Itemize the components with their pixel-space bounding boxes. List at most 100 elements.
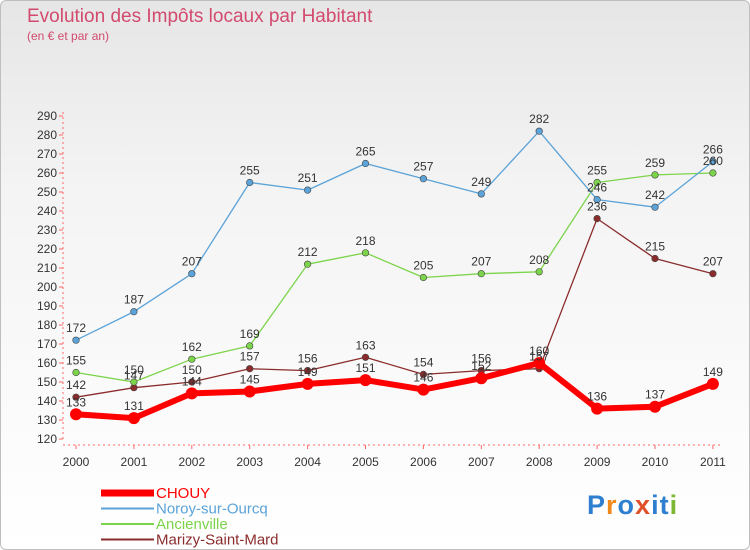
y-tick-label: 250 xyxy=(37,185,57,199)
data-label: 154 xyxy=(413,355,433,369)
y-tick-label: 120 xyxy=(37,432,57,446)
data-label: 236 xyxy=(587,200,607,214)
data-point xyxy=(72,393,80,401)
x-tick-label: 2006 xyxy=(410,455,437,469)
y-tick-label: 170 xyxy=(37,337,57,351)
logo-letter: x xyxy=(635,490,652,520)
series-marizy-saint-mard xyxy=(72,215,717,401)
data-label: 133 xyxy=(66,395,86,409)
data-label: 144 xyxy=(182,374,202,388)
data-label: 259 xyxy=(645,156,665,170)
data-point xyxy=(535,268,543,276)
data-label: 207 xyxy=(703,255,723,269)
data-label: 207 xyxy=(471,255,491,269)
data-label: 242 xyxy=(645,188,665,202)
data-label: 156 xyxy=(471,352,491,366)
data-point xyxy=(359,374,372,387)
x-tick-label: 2004 xyxy=(294,455,321,469)
data-label: 149 xyxy=(298,365,318,379)
data-label: 146 xyxy=(413,371,433,385)
data-label: 257 xyxy=(413,160,433,174)
data-point xyxy=(649,400,661,413)
data-label: 169 xyxy=(240,327,260,341)
data-label: 207 xyxy=(182,255,202,269)
data-point xyxy=(130,308,138,316)
data-point xyxy=(304,367,312,375)
y-tick-label: 260 xyxy=(37,166,57,180)
data-label: 152 xyxy=(471,359,491,373)
data-label: 251 xyxy=(298,171,318,185)
data-label: 136 xyxy=(587,390,607,404)
data-label: 150 xyxy=(182,363,202,377)
data-point xyxy=(246,365,254,373)
data-point xyxy=(706,377,719,390)
data-point xyxy=(188,378,196,386)
data-point xyxy=(477,270,485,278)
data-label: 260 xyxy=(703,154,723,168)
y-tick-label: 140 xyxy=(37,394,57,408)
data-point xyxy=(419,370,428,379)
legend-label: Marizy-Saint-Mard xyxy=(156,532,279,549)
legend-label: Ancienville xyxy=(156,516,228,533)
data-point xyxy=(72,368,80,377)
legend-label: Noroy-sur-Ourcq xyxy=(156,501,268,518)
data-label: 218 xyxy=(355,234,375,248)
data-label: 157 xyxy=(240,350,260,364)
logo-letter: i xyxy=(651,490,660,520)
series-line xyxy=(75,360,714,422)
data-point xyxy=(593,178,601,187)
logo-letter: P xyxy=(587,490,607,520)
x-tick-label: 2003 xyxy=(236,455,263,469)
data-label: 151 xyxy=(355,361,375,375)
data-label: 265 xyxy=(355,145,375,159)
x-tick-label: 2009 xyxy=(584,455,611,469)
logo-letter: t xyxy=(659,490,670,520)
data-point xyxy=(361,353,370,361)
y-tick-label: 240 xyxy=(37,204,57,218)
legend: CHOUYNoroy-sur-OurcqAncienvilleMarizy-Sa… xyxy=(101,485,279,549)
data-label: 157 xyxy=(529,350,549,364)
data-label: 282 xyxy=(529,112,549,126)
data-label: 156 xyxy=(298,352,318,366)
data-point xyxy=(535,127,543,135)
axes: 120 130 140 150 160 170 180 190 200 210 220 230 240 2… xyxy=(37,109,726,469)
data-point xyxy=(127,412,140,425)
data-label: 187 xyxy=(124,293,144,307)
chart-title: Evolution des Impôts locaux par Habitant xyxy=(27,6,373,27)
data-label: 212 xyxy=(298,245,318,259)
series-noroy-sur-ourcq xyxy=(72,127,717,344)
data-point xyxy=(651,171,659,179)
y-tick-label: 160 xyxy=(37,356,57,370)
y-tick-label: 150 xyxy=(37,375,57,389)
y-tick-label: 270 xyxy=(37,147,57,161)
data-point xyxy=(533,357,546,369)
x-tick-label: 2008 xyxy=(526,455,553,469)
data-label: 205 xyxy=(413,259,433,273)
data-point xyxy=(651,254,659,263)
data-point xyxy=(361,249,370,257)
data-label: 145 xyxy=(240,373,260,387)
x-tick-label: 2001 xyxy=(121,455,148,469)
y-tick-label: 220 xyxy=(37,242,57,256)
data-point xyxy=(188,270,196,278)
data-point xyxy=(246,178,254,187)
data-label: 215 xyxy=(645,240,665,254)
data-point xyxy=(301,377,314,390)
data-point xyxy=(185,387,198,400)
data-point xyxy=(304,260,312,268)
chart-subtitle: (en € et par an) xyxy=(27,29,110,43)
data-point xyxy=(130,378,138,386)
data-label: 150 xyxy=(124,363,144,377)
data-point xyxy=(475,372,488,385)
data-point xyxy=(477,190,485,198)
data-point xyxy=(72,336,80,344)
data-point xyxy=(593,196,601,204)
data-label: 208 xyxy=(529,253,549,267)
data-point xyxy=(651,203,659,211)
data-label: 246 xyxy=(587,181,607,195)
series-chouy xyxy=(70,357,719,425)
data-label: 255 xyxy=(240,164,260,178)
